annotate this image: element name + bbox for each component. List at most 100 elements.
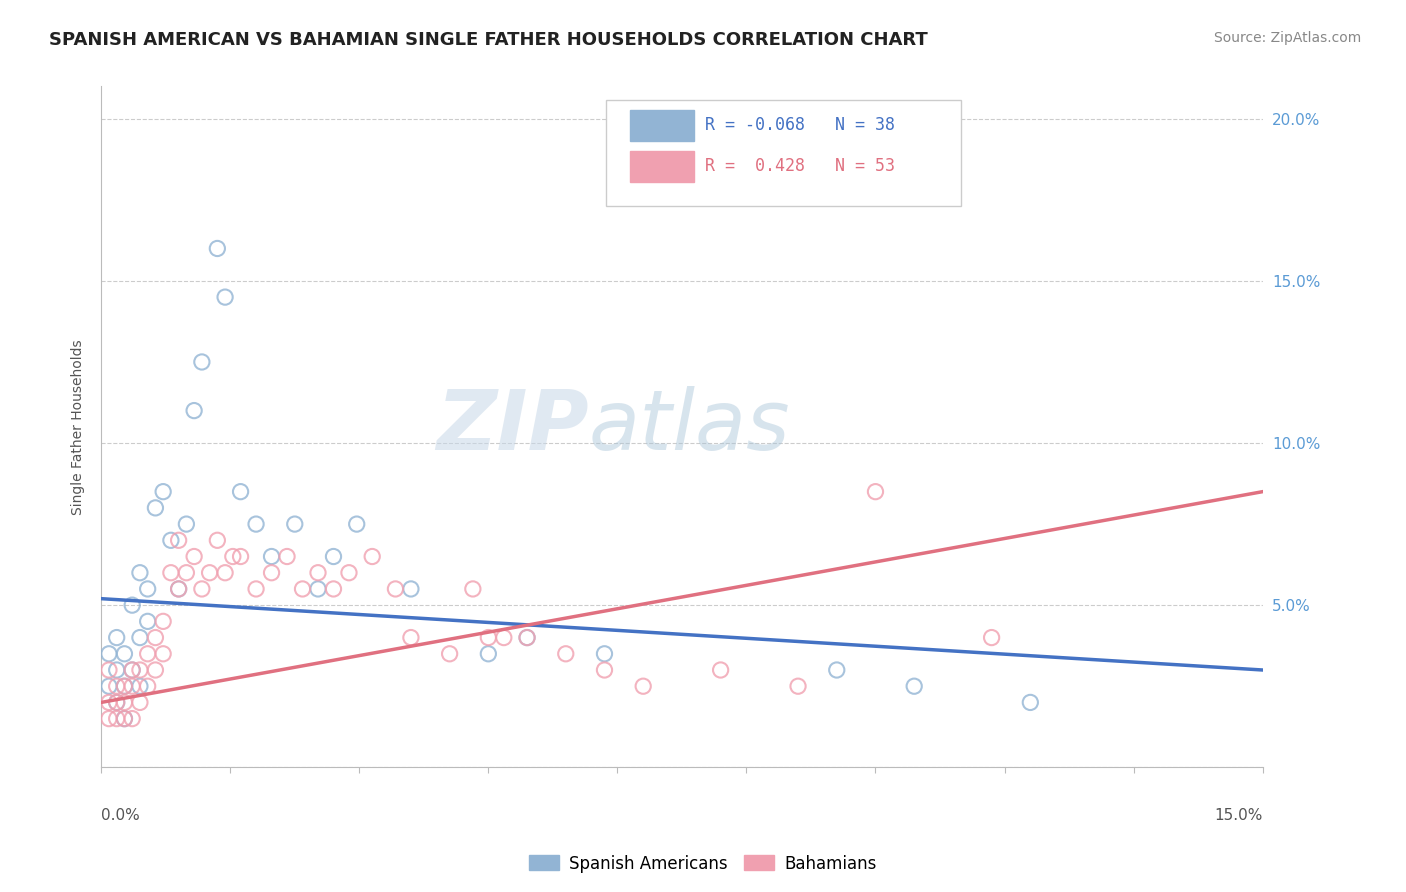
Point [114,647,136,661]
Point [97,712,120,726]
Point [191,582,214,596]
Point [229,549,252,564]
Point [160,533,183,548]
Point [516,631,538,645]
Point [439,647,461,661]
Point [337,566,360,580]
Point [191,355,214,369]
Point [1019,695,1042,709]
Point [245,517,267,532]
Point [183,403,205,417]
Point [152,647,174,661]
Point [121,663,143,677]
Point [787,679,810,693]
Point [825,663,848,677]
Point [105,679,128,693]
Point [516,631,538,645]
Point [167,533,190,548]
Point [710,663,733,677]
Text: 15.0%: 15.0% [1215,808,1263,823]
Point [167,582,190,596]
Point [136,647,159,661]
Point [167,582,190,596]
Point [284,517,307,532]
Point [114,679,136,693]
Point [121,663,143,677]
Text: ZIP: ZIP [436,386,589,467]
Point [145,631,167,645]
Point [129,631,152,645]
Point [145,500,167,515]
Point [97,647,120,661]
Text: atlas: atlas [589,386,790,467]
Point [152,615,174,629]
Point [322,549,344,564]
Point [477,647,499,661]
Point [145,663,167,677]
Point [399,582,422,596]
Point [593,647,616,661]
Point [903,679,925,693]
Point [114,695,136,709]
Point [214,290,236,304]
Point [214,566,236,580]
Point [105,712,128,726]
Point [121,712,143,726]
Point [136,582,159,596]
Point [229,484,252,499]
FancyBboxPatch shape [606,100,960,205]
Point [222,549,245,564]
Point [114,712,136,726]
Point [136,615,159,629]
Point [245,582,267,596]
Point [554,647,576,661]
Point [121,679,143,693]
Point [121,598,143,612]
Text: R = -0.068   N = 38: R = -0.068 N = 38 [706,116,896,134]
Point [97,695,120,709]
Y-axis label: Single Father Households: Single Father Households [72,339,86,515]
Point [129,566,152,580]
Point [260,566,283,580]
Point [260,549,283,564]
Point [105,631,128,645]
Point [97,663,120,677]
Point [136,679,159,693]
Point [160,566,183,580]
Point [97,679,120,693]
Point [276,549,298,564]
Point [207,533,229,548]
Point [631,679,654,693]
Text: SPANISH AMERICAN VS BAHAMIAN SINGLE FATHER HOUSEHOLDS CORRELATION CHART: SPANISH AMERICAN VS BAHAMIAN SINGLE FATH… [49,31,928,49]
Point [865,484,887,499]
FancyBboxPatch shape [630,111,693,141]
Text: R =  0.428   N = 53: R = 0.428 N = 53 [706,157,896,175]
Point [129,663,152,677]
Point [176,517,198,532]
Point [105,695,128,709]
FancyBboxPatch shape [630,151,693,182]
Point [492,631,515,645]
Point [129,695,152,709]
Point [291,582,314,596]
Point [176,566,198,580]
Text: 0.0%: 0.0% [101,808,141,823]
Point [980,631,1002,645]
Point [307,566,329,580]
Point [461,582,484,596]
Point [105,695,128,709]
Point [322,582,344,596]
Point [114,679,136,693]
Text: Source: ZipAtlas.com: Source: ZipAtlas.com [1213,31,1361,45]
Point [152,484,174,499]
Point [129,679,152,693]
Point [207,242,229,256]
Point [384,582,406,596]
Legend: Spanish Americans, Bahamians: Spanish Americans, Bahamians [523,848,883,880]
Point [114,712,136,726]
Point [399,631,422,645]
Point [198,566,221,580]
Point [346,517,368,532]
Point [307,582,329,596]
Point [361,549,384,564]
